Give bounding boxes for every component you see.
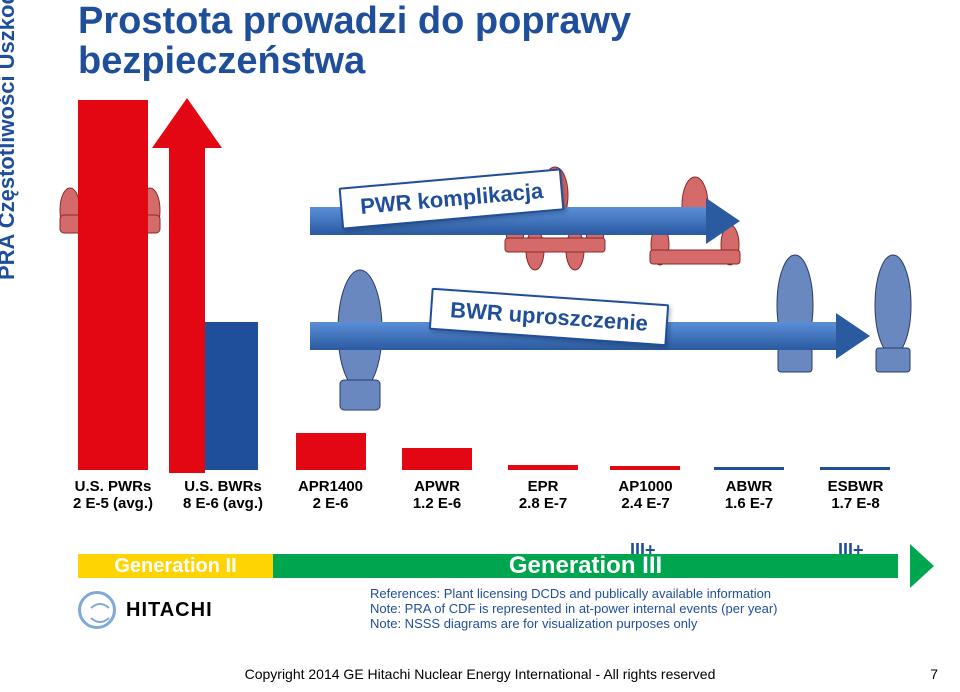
x-label: EPR2.8 E-7 — [498, 478, 588, 513]
x-axis-labels: U.S. PWRs2 E-5 (avg.)U.S. BWRs8 E-6 (avg… — [78, 478, 918, 528]
bar-abwr — [714, 467, 784, 470]
x-label: ESBWR1.7 E-8 — [808, 478, 903, 513]
bar-epr — [508, 465, 578, 470]
x-label: APWR1.2 E-6 — [391, 478, 483, 513]
timeline-arrowhead-icon — [910, 544, 934, 588]
logo-block: HITACHI — [78, 590, 298, 630]
title-line-1: Prostota prowadzi do poprawy — [78, 2, 631, 42]
ge-logo-icon — [78, 591, 116, 629]
hitachi-logo-text: HITACHI — [126, 599, 213, 622]
x-label: APR14002 E-6 — [283, 478, 378, 513]
risk-up-arrow — [152, 98, 222, 473]
ref-line-1: References: Plant licensing DCDs and pub… — [370, 586, 930, 601]
bar-ap1000 — [610, 466, 680, 470]
generation-timeline: III+ III+ Generation II Generation III — [78, 540, 918, 586]
slide-title: Prostota prowadzi do poprawy bezpieczeńs… — [78, 2, 631, 82]
references-block: References: Plant licensing DCDs and pub… — [370, 586, 930, 631]
x-label: U.S. PWRs2 E-5 (avg.) — [63, 478, 163, 513]
y-axis-label: PRA Częstotliwości Uszkodzenia Rdzenia — [0, 0, 20, 280]
copyright-text: Copyright 2014 GE Hitachi Nuclear Energy… — [245, 666, 716, 682]
x-label: U.S. BWRs8 E-6 (avg.) — [173, 478, 273, 513]
generation-3-bar: Generation III — [273, 554, 898, 578]
bar-apr1400 — [296, 433, 366, 470]
title-line-2: bezpieczeństwa — [78, 42, 631, 82]
generation-2-bar: Generation II — [78, 554, 273, 578]
x-label: ABWR1.6 E-7 — [703, 478, 795, 513]
page-number: 7 — [930, 666, 938, 682]
slide-root: PRA Częstotliwości Uszkodzenia Rdzenia P… — [0, 0, 960, 692]
bar-us-pwr — [78, 100, 148, 470]
bar-esbwr — [820, 467, 890, 470]
bar-apwr — [402, 448, 472, 470]
x-label: AP10002.4 E-7 — [598, 478, 693, 513]
ref-line-3: Note: NSSS diagrams are for visualizatio… — [370, 616, 930, 631]
ref-line-2: Note: PRA of CDF is represented in at-po… — [370, 601, 930, 616]
slide-footer: Copyright 2014 GE Hitachi Nuclear Energy… — [0, 666, 960, 682]
